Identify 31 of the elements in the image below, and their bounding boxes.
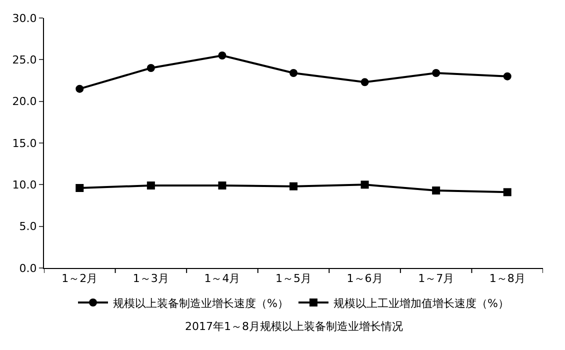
- point: [432, 186, 440, 194]
- point: [503, 188, 512, 196]
- point: [290, 182, 298, 190]
- x-tick-label: 1～7月: [418, 272, 454, 286]
- point: [218, 52, 226, 60]
- point: [360, 78, 369, 86]
- point: [432, 69, 440, 77]
- point: [503, 72, 512, 80]
- x-tick-label: 1～8月: [489, 272, 526, 286]
- point: [146, 64, 155, 72]
- text: 2017年1～8月规模以上装备制造业增长情况: [185, 320, 403, 333]
- point: [290, 69, 298, 77]
- x-tick-label: 1～3月: [132, 272, 169, 286]
- point: [76, 84, 84, 93]
- x-tick-label: 1～2月: [62, 272, 98, 286]
- point: [360, 180, 369, 189]
- point: [76, 184, 84, 192]
- x-tick-label: 1～5月: [276, 272, 312, 286]
- y-tick-label: 10.0: [12, 178, 37, 192]
- point: [146, 182, 155, 190]
- legend-label: 规模以上装备制造业增长速度（%）: [113, 296, 288, 310]
- y-tick-label: 30.0: [12, 12, 37, 25]
- legend-label: 规模以上工业增加值增长速度（%）: [333, 296, 509, 310]
- y-tick-label: 0.0: [19, 262, 37, 275]
- y-tick-label: 25.0: [12, 54, 37, 67]
- point: [218, 182, 226, 190]
- y-tick-label: 15.0: [12, 136, 37, 150]
- y-tick-label: 5.0: [19, 220, 37, 234]
- x-tick-label: 1～4月: [204, 272, 240, 286]
- x-tick-label: 1～6月: [346, 272, 383, 286]
- y-tick-label: 20.0: [12, 95, 37, 108]
